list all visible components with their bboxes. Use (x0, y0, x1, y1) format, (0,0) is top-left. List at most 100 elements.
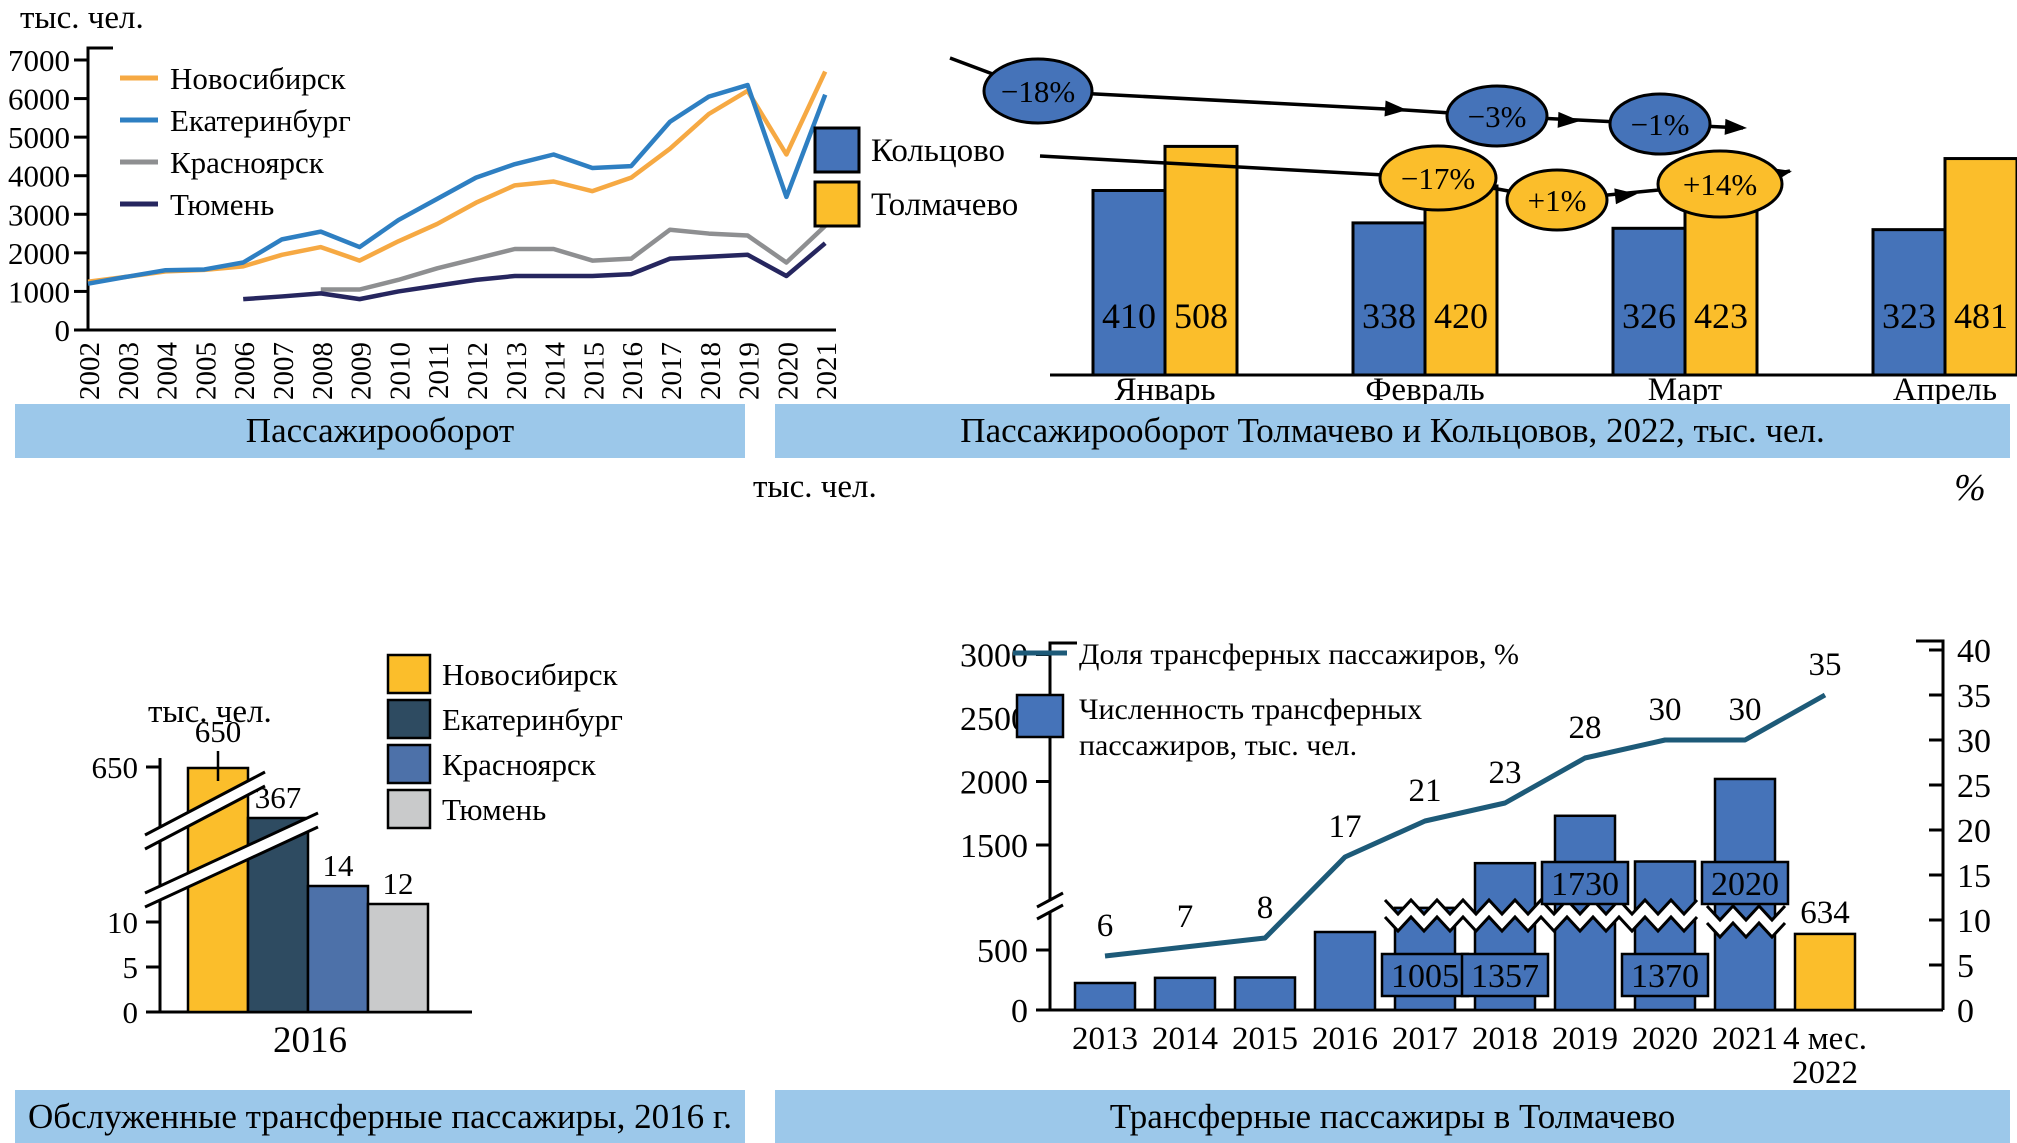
y-tick-label: 4000 (8, 159, 70, 194)
value-label: 14 (323, 848, 355, 883)
x-tick-label: 2013 (1072, 1021, 1138, 1057)
x-tick-label: 2017 (656, 342, 688, 400)
chart-transfer-2016-bars: тыс. чел. 0 5 10 650 650 367 14 12 2016 Новосибирс… (92, 653, 623, 1061)
left-axis-unit-label: тыс. чел. (753, 469, 877, 505)
axis-break-line (144, 770, 266, 837)
legend-swatch (386, 788, 432, 830)
legend-label: Численность трансферных (1079, 693, 1422, 726)
x-tick-label: 2009 (346, 342, 378, 400)
series-line-4 (243, 241, 827, 302)
legend-label: Толмачево (871, 187, 1018, 223)
value-label: 2020 (1711, 866, 1779, 903)
value-label: 1005 (1391, 958, 1459, 995)
legend-label: Кольцово (871, 133, 1005, 169)
bar-4 (366, 902, 430, 1014)
y-tick-label: 3000 (8, 197, 70, 232)
value-plaque (1620, 952, 1710, 998)
legend-label: Новосибирск (170, 61, 347, 96)
value-label: 12 (383, 866, 414, 901)
series-line-3 (320, 224, 827, 292)
x-tick-label: 2008 (307, 342, 339, 400)
legend-label: Доля трансферных пассажиров, % (1079, 638, 1519, 671)
y-tick-label: 10 (1957, 903, 1991, 940)
bar-2016 (1313, 930, 1377, 1012)
y-tick-label: 2000 (8, 236, 70, 271)
bar-koltsovo (1611, 226, 1687, 377)
series-line-2 (87, 82, 828, 286)
y-tick-label: 7000 (8, 43, 70, 78)
x-tick-label: 2018 (695, 342, 727, 400)
change-ellipse (1505, 168, 1609, 232)
x-tick-label: 2018 (1472, 1021, 1538, 1057)
value-label: 367 (255, 780, 302, 815)
axis-break-line (144, 825, 319, 909)
chart-monthly-2022-bars: Кольцово Толмачево 410 508 Январь 338 420 Февра… (813, 56, 2017, 404)
right-axis-frame (1916, 639, 1945, 1010)
y-tick-label: 35 (1957, 678, 1991, 715)
x-tick-label: 2003 (113, 342, 145, 400)
y-tick-label: 10 (107, 905, 138, 940)
legend-swatch (813, 180, 861, 228)
axis-break-gap (145, 813, 318, 907)
bar-tolmachevo (1163, 144, 1239, 377)
bar-2015 (1233, 976, 1297, 1012)
legend-label: Новосибирск (442, 657, 619, 692)
y-axis-unit-label: тыс. чел. (148, 694, 272, 730)
arrowhead-icon (1614, 188, 1637, 205)
legend-label: Красноярск (170, 145, 325, 180)
value-label: 508 (1174, 296, 1228, 336)
value-label: 1730 (1551, 866, 1619, 903)
line-point-label: 30 (1729, 692, 1762, 728)
caption-turnover-2022: Пассажирооборот Толмачево и Кольцовов, 2… (775, 404, 2010, 458)
y-tick-label: 15 (1957, 858, 1991, 895)
x-tick-label: 2016 (1312, 1021, 1378, 1057)
caption-transfer-tolmachevo: Трансферные пассажиры в Толмачево (775, 1090, 2010, 1143)
x-tick-label: 2016 (617, 342, 649, 400)
line-point-label: 21 (1409, 773, 1442, 809)
change-ellipse (1378, 144, 1498, 212)
change-ellipse (982, 57, 1094, 125)
x-tick-label: 2005 (190, 342, 222, 400)
y-tick-label: 5000 (8, 120, 70, 155)
x-tick-label: 2007 (268, 342, 300, 400)
line-point-label: 23 (1489, 755, 1522, 791)
axis-break-gap (145, 772, 265, 849)
axis-break-line (1036, 891, 1064, 909)
line-point-label: 28 (1569, 710, 1602, 746)
line-point-label: 35 (1809, 647, 1842, 683)
x-tick-label: 2021 (811, 342, 843, 400)
bar-break-zigzag (1705, 920, 1787, 940)
x-tick-label: 2015 (578, 342, 610, 400)
value-label: 410 (1102, 296, 1156, 336)
axis-break-line (144, 784, 266, 851)
y-tick-label: 25 (1957, 768, 1991, 805)
y-tick-label: 6000 (8, 82, 70, 117)
legend-swatch (386, 698, 432, 740)
y-tick-label: 0 (123, 995, 139, 1030)
x-tick-label: 2010 (384, 342, 416, 400)
line-point-label: 30 (1649, 692, 1682, 728)
y-tick-label: 0 (1011, 993, 1028, 1030)
y-tick-label: 1500 (960, 828, 1028, 865)
caption-passenger-turnover: Пассажирооборот (15, 404, 745, 458)
value-label: 650 (195, 714, 242, 749)
legend-swatch (813, 126, 861, 174)
y-axis-unit-label: тыс. чел. (20, 0, 144, 36)
y-tick-label: 650 (92, 750, 139, 785)
x-tick-label: 2002 (74, 342, 106, 400)
axis-frame (86, 46, 836, 332)
value-plaque (1540, 860, 1630, 906)
y-tick-label: 20 (1957, 813, 1991, 850)
value-label: 423 (1694, 296, 1748, 336)
bar-tolmachevo (1423, 184, 1499, 377)
x-tick-label: 2019 (734, 342, 766, 400)
line-point-label: 6 (1097, 908, 1114, 944)
x-tick-label: Апрель (1893, 372, 1997, 404)
value-plaque (1700, 860, 1790, 906)
x-tick-label: 2020 (772, 342, 804, 400)
y-tick-label: 5 (1957, 948, 1974, 985)
change-label: −3% (1468, 99, 1527, 134)
value-label: 323 (1882, 296, 1936, 336)
arrowhead-icon (1724, 118, 1747, 135)
